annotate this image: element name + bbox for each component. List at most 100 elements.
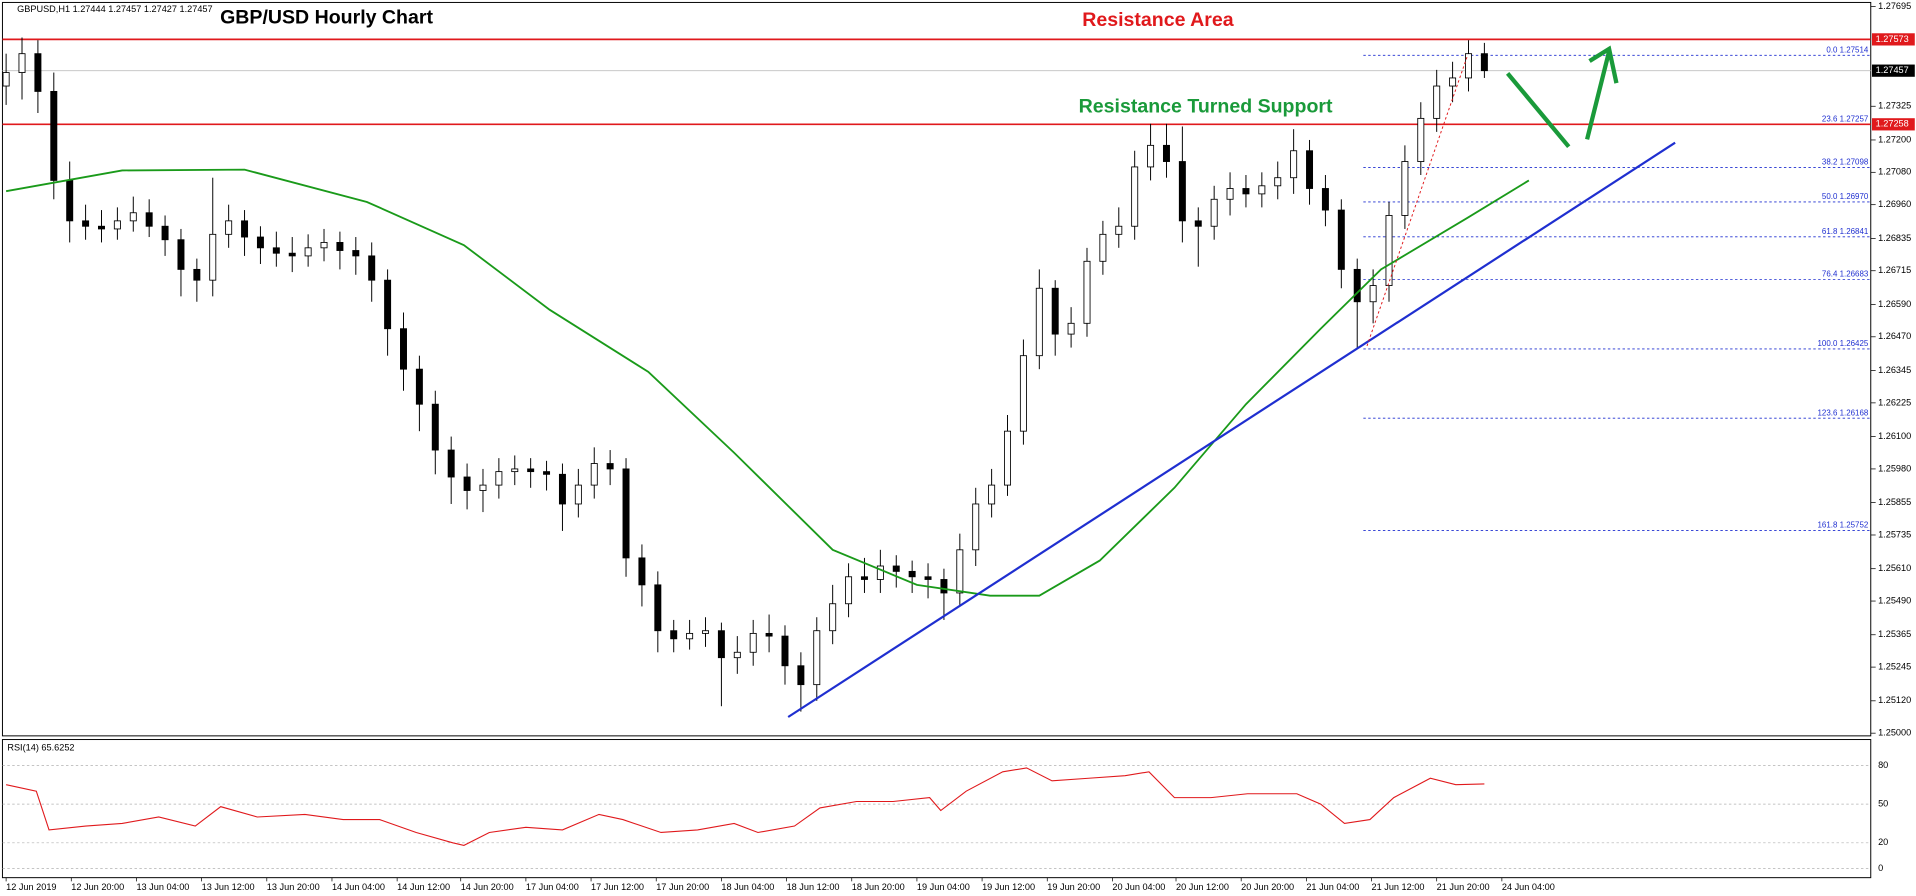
candle-body — [272, 247, 280, 254]
fib-ratio: 38.2 — [1822, 158, 1838, 167]
candle-body — [1465, 53, 1472, 79]
candle-body — [384, 279, 392, 330]
x-tick-label: 20 Jun 04:00 — [1112, 882, 1165, 892]
candle-body — [1131, 166, 1139, 227]
candle-body — [113, 220, 121, 230]
candle-body — [606, 463, 614, 470]
fib-price: 1.25752 — [1840, 521, 1869, 530]
fib-label: 161.8 1.25752 — [1818, 521, 1869, 530]
x-tick-label: 20 Jun 12:00 — [1176, 882, 1229, 892]
fib-price: 1.26168 — [1840, 408, 1869, 417]
candle-body — [447, 449, 455, 478]
candle-body — [1274, 177, 1282, 187]
candle-body — [1147, 144, 1155, 168]
rsi-label: RSI(14) 65.6252 — [7, 743, 74, 753]
y-tick-label: 1.25490 — [1878, 595, 1911, 605]
fib-label: 61.8 1.26841 — [1822, 227, 1869, 236]
candle-body — [256, 236, 264, 249]
x-tick-label: 21 Jun 20:00 — [1437, 882, 1490, 892]
x-tick-label: 20 Jun 20:00 — [1241, 882, 1294, 892]
fib-price: 1.26683 — [1840, 270, 1869, 279]
candle-body — [892, 565, 900, 572]
y-tick-label: 1.25120 — [1878, 695, 1911, 705]
chart-title: GBP/USD Hourly Chart — [220, 7, 433, 29]
x-tick-label: 18 Jun 12:00 — [787, 882, 840, 892]
fib-price: 1.26841 — [1840, 227, 1869, 236]
up-arrow — [1585, 45, 1619, 140]
y-tick-label: 1.27080 — [1878, 167, 1911, 177]
candle-body — [956, 549, 964, 594]
candle-body — [400, 328, 407, 370]
candle-body — [924, 576, 932, 580]
candle-body — [558, 473, 566, 505]
x-tick-label: 21 Jun 04:00 — [1306, 882, 1359, 892]
down-arrow — [1505, 71, 1571, 149]
x-tick-label: 18 Jun 04:00 — [721, 882, 774, 892]
price-box-label: 1.27258 — [1876, 119, 1909, 129]
fib-label: 100.0 1.26425 — [1818, 339, 1869, 348]
candle-body — [193, 268, 201, 281]
candle-body — [1162, 144, 1170, 162]
price-box — [1871, 64, 1915, 77]
y-tick-label: 1.26225 — [1878, 397, 1911, 407]
candle-body — [527, 468, 535, 473]
candle-body — [590, 463, 598, 486]
fib-label: 0.0 1.27514 — [1826, 45, 1869, 54]
y-tick-label: 1.26960 — [1878, 199, 1911, 209]
x-tick-label: 13 Jun 12:00 — [202, 882, 255, 892]
candle-body — [1178, 161, 1186, 222]
candle-body — [1226, 188, 1234, 200]
fib-ratio: 23.6 — [1822, 115, 1838, 124]
candle-body — [1083, 260, 1091, 324]
y-tick-label: 1.26100 — [1878, 431, 1911, 441]
candle-body — [431, 403, 439, 451]
fib-ratio: 123.6 — [1818, 408, 1838, 417]
x-tick-label: 19 Jun 20:00 — [1047, 882, 1100, 892]
x-tick-label: 12 Jun 20:00 — [71, 882, 124, 892]
y-tick-label: 1.26345 — [1878, 365, 1911, 375]
y-tick-label: 1.25610 — [1878, 563, 1911, 573]
candle-body — [1067, 322, 1075, 335]
rsi-tick-label: 0 — [1878, 863, 1883, 873]
candle-body — [622, 468, 630, 559]
candle-body — [1194, 220, 1202, 227]
y-tick-label: 1.25365 — [1878, 629, 1911, 639]
y-tick-label: 1.25980 — [1878, 463, 1911, 473]
y-tick-label: 1.26715 — [1878, 265, 1911, 275]
candle-body — [415, 368, 423, 405]
candle-body — [177, 239, 185, 270]
candle-body — [749, 632, 757, 653]
annotation: Resistance Turned Support — [1079, 96, 1333, 118]
candle-body — [1019, 355, 1027, 432]
rsi-tick-label: 20 — [1878, 837, 1888, 847]
candle-body — [670, 630, 678, 640]
x-tick-label: 14 Jun 04:00 — [332, 882, 385, 892]
candle-body — [1353, 268, 1361, 303]
fib-ratio: 161.8 — [1818, 521, 1838, 530]
candle-body — [320, 241, 328, 249]
y-tick-label: 1.25245 — [1878, 662, 1911, 672]
candle-body — [574, 484, 582, 505]
fib-ratio: 61.8 — [1822, 227, 1838, 236]
candle-body — [1115, 225, 1123, 235]
y-tick-label: 1.25000 — [1878, 728, 1911, 738]
candle-body — [82, 220, 90, 227]
candle-body — [241, 220, 249, 238]
candle-body — [1306, 150, 1314, 189]
fib-label: 38.2 1.27098 — [1822, 158, 1869, 167]
y-tick-label: 1.27200 — [1878, 134, 1911, 144]
candle-body — [972, 503, 980, 551]
fib-label: 76.4 1.26683 — [1822, 270, 1869, 279]
candle-body — [1449, 77, 1457, 87]
main-plot-frame — [1, 1, 1872, 737]
candle-body — [1035, 287, 1043, 357]
candle-body — [34, 53, 42, 92]
candle-body — [50, 90, 58, 181]
candle-body — [66, 179, 74, 222]
candle-body — [304, 247, 312, 257]
y-tick-label: 1.25855 — [1878, 497, 1911, 507]
candle-body — [1433, 85, 1441, 119]
rsi-tick-label: 80 — [1878, 760, 1888, 770]
x-tick-label: 18 Jun 20:00 — [852, 882, 905, 892]
